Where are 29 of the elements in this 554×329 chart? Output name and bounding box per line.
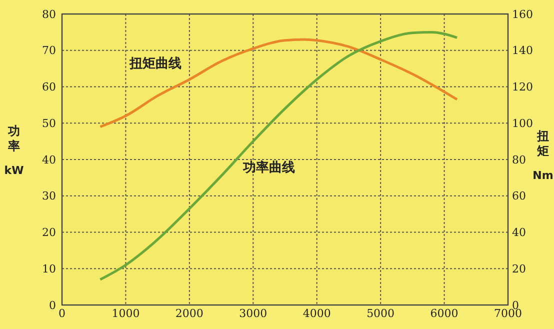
x-tick-label: 1000 <box>112 307 140 320</box>
y-tick-label: 60 <box>42 80 56 94</box>
x-tick-label: 0 <box>58 307 66 320</box>
y-tick-label: 40 <box>42 153 56 166</box>
y-tick-label: 50 <box>42 116 56 130</box>
y2-tick-label: 40 <box>512 226 526 240</box>
x-tick-label: 3000 <box>239 307 268 320</box>
x-tick-label: 5000 <box>366 307 395 320</box>
y-tick-label: 70 <box>42 44 56 58</box>
y2-axis-title: 扭矩 Nm <box>532 129 554 182</box>
y2-tick-label: 160 <box>512 8 533 21</box>
series-label: 功率曲线 <box>242 159 296 176</box>
y2-tick-label: 140 <box>512 44 533 58</box>
y-tick-label: 80 <box>42 8 56 21</box>
y-tick-label: 30 <box>42 190 56 203</box>
y2-tick-label: 120 <box>512 80 533 94</box>
y2-tick-label: 80 <box>512 153 526 166</box>
y2-tick-label: 20 <box>512 262 526 276</box>
series-label: 扭矩曲线 <box>128 56 182 72</box>
line-series <box>98 30 458 281</box>
x-tick-label: 6000 <box>430 307 458 320</box>
y2-tick-label: 100 <box>512 116 533 130</box>
y2-tick-label: 60 <box>512 190 526 203</box>
y-tick-label: 10 <box>42 262 56 276</box>
x-tick-label: 2000 <box>175 307 204 320</box>
y-axis-title: 功率 kW <box>4 124 24 177</box>
line-series <box>98 38 458 128</box>
y-tick-label: 20 <box>42 226 56 240</box>
x-tick-label: 4000 <box>302 307 331 320</box>
